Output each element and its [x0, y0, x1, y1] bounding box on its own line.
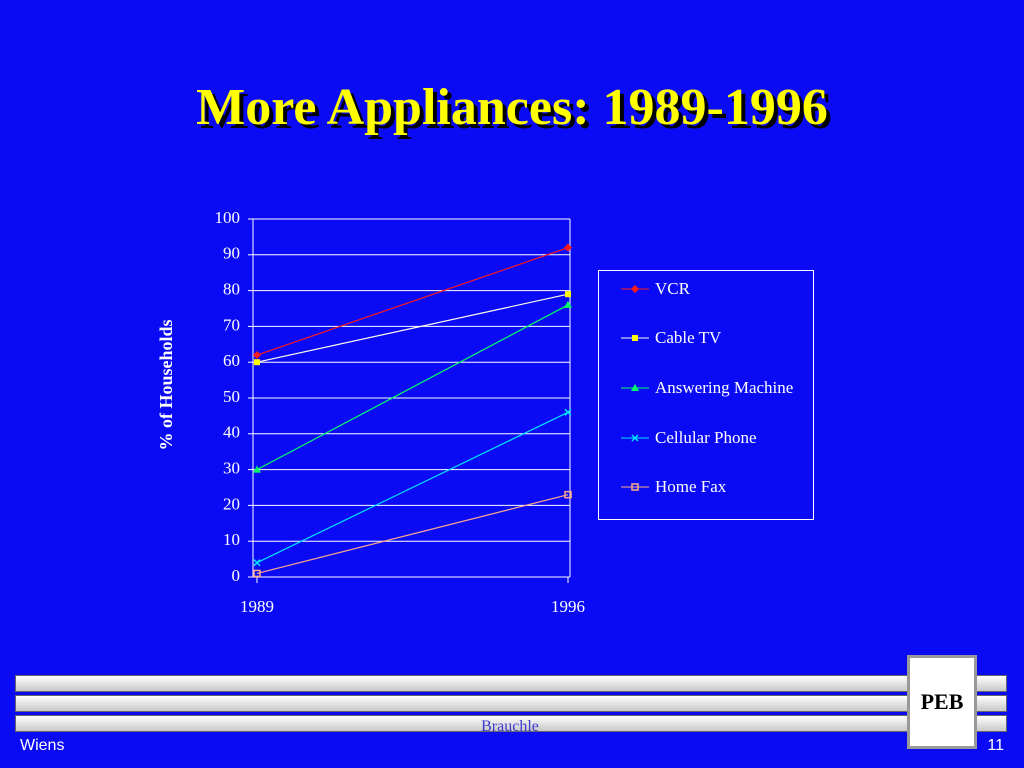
x-tick-label: 1996 [551, 597, 585, 616]
legend-entry: Answering Machine [621, 376, 797, 399]
footer-bar [15, 695, 1007, 712]
footer-bar [15, 675, 1007, 692]
y-tick-label: 40 [223, 423, 240, 442]
y-tick-label: 60 [223, 351, 240, 370]
marker [631, 285, 639, 293]
marker [564, 300, 572, 308]
series-line [256, 304, 569, 471]
page-number: 11 [987, 737, 1004, 754]
marker [631, 384, 639, 391]
marker [253, 569, 261, 578]
footer-left: Wiens [20, 737, 65, 754]
y-tick-label: 10 [223, 530, 240, 549]
marker [564, 408, 572, 416]
marker [632, 335, 638, 341]
legend-label: Home Fax [655, 477, 727, 496]
marker [631, 483, 639, 491]
logo: PEB [907, 655, 977, 749]
legend-entry: Cellular Phone [621, 426, 797, 449]
series-line [256, 293, 569, 363]
x-tick-label: 1989 [240, 597, 274, 616]
y-tick-label: 20 [223, 494, 240, 513]
legend-label: Cable TV [655, 328, 722, 347]
marker [565, 291, 571, 298]
chart-title-shadow: More Appliances: 1989-1996 [200, 83, 832, 140]
legend-swatch [621, 483, 649, 491]
marker [631, 434, 639, 442]
legend-swatch [621, 285, 649, 293]
legend-entry: VCR [621, 277, 797, 300]
legend: VCR Cable TV Answering Machine Cellular Pho… [598, 270, 814, 520]
y-tick-label: 100 [215, 208, 241, 227]
marker [253, 465, 261, 473]
y-tick-label: 50 [223, 387, 240, 406]
legend-swatch [621, 434, 649, 442]
legend-label: Answering Machine [655, 378, 794, 397]
legend-entry: Home Fax [621, 475, 797, 498]
marker [254, 359, 260, 366]
footer-bar [15, 715, 1007, 732]
series-line [256, 494, 569, 575]
marker [253, 559, 261, 567]
footer-center: Brauchle [481, 718, 539, 735]
y-tick-label: 0 [232, 566, 241, 585]
legend-entry: Cable TV [621, 326, 797, 349]
y-tick-label: 70 [223, 315, 240, 334]
marker [564, 243, 572, 252]
y-axis-label: % of Households [156, 319, 176, 450]
y-tick-label: 30 [223, 459, 240, 478]
marker [564, 490, 572, 499]
series-line [256, 247, 569, 356]
y-tick-label: 90 [223, 244, 240, 263]
legend-label: VCR [655, 279, 690, 298]
chart-title: More Appliances: 1989-1996 [196, 79, 828, 136]
chart: More Appliances: 1989-1996 More Applianc… [156, 79, 832, 616]
series-line [256, 411, 569, 564]
legend-swatch [621, 335, 649, 341]
legend-label: Cellular Phone [655, 428, 757, 447]
legend-swatch [621, 384, 649, 391]
y-tick-label: 80 [223, 280, 240, 299]
marker [253, 351, 261, 360]
